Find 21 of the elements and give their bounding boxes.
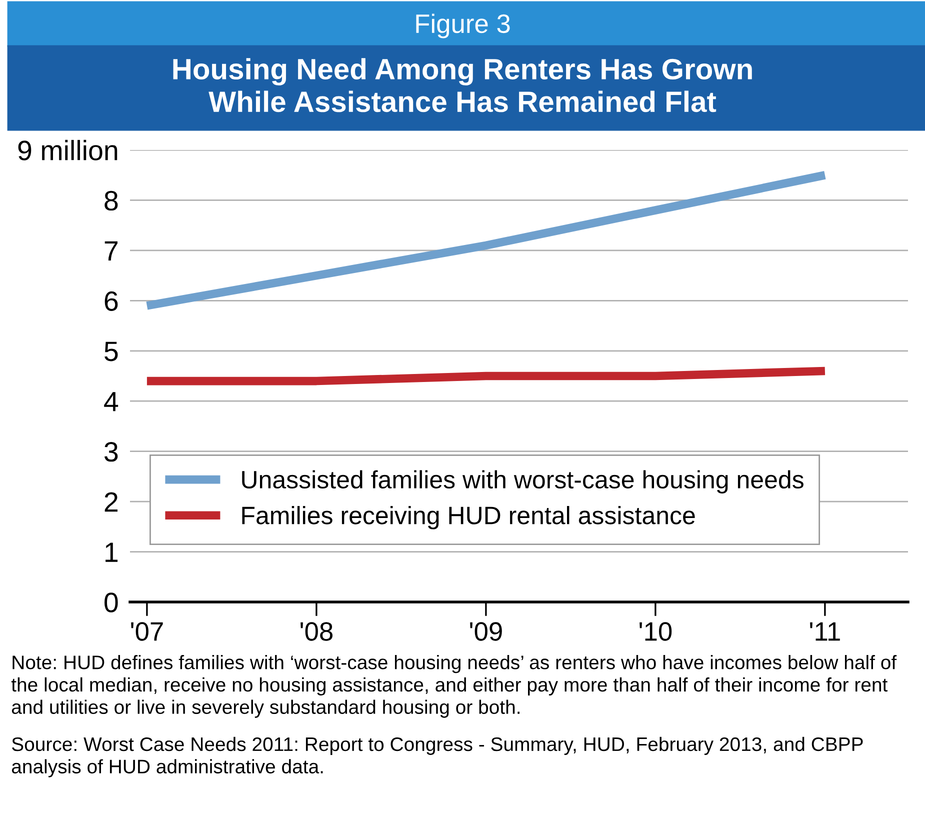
y-tick-label: 5 [104,342,118,362]
legend-label: Unassisted families with worst-case housing needs [242,470,804,494]
x-tick-label: '11 [810,622,840,641]
y-tick-label: 0 [104,592,118,612]
y-tick-label: 8 [104,190,118,211]
y-tick-label: 7 [104,241,118,261]
y-tick-label: 3 [104,442,118,462]
x-tick-label: '07 [131,622,163,641]
text: Note: HUD defines families with ‘worst-case housing needs’ as renters who have incomes below half of the local median, receive no housing assistance, and either pay more than half of their income for rent and utilities or live in severely substandard housing or both. [11,655,897,718]
chart-title: Housing Need Among Renters Has Grown While Assistance Has Remained Flat [173,58,752,112]
caption: Figure 3 [416,14,510,38]
y-tick-label: 4 [104,392,118,412]
y-tick-label: 1 [106,542,118,562]
source-note: Source: Worst Case Needs 2011: Report to Congress - Summary, HUD, February 2013, and CBPP analysis of HUD administrative data. [12,736,863,778]
x-tick-label: '09 [470,622,502,641]
x-tick-label: '10 [640,622,672,641]
x-tick-label: '08 [300,622,332,641]
y-tick-label: 9 million [18,140,118,160]
y-tick-label: 6 [104,291,118,312]
legend-label: Families receiving HUD rental assistance [242,506,695,530]
y-tick-label: 2 [104,492,118,512]
